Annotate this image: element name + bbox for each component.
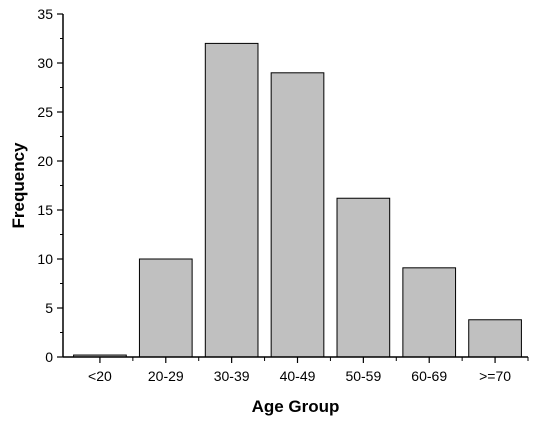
x-tick-label: >=70 [479, 368, 511, 384]
x-tick-label: 60-69 [411, 368, 447, 384]
x-axis-title: Age Group [252, 397, 340, 416]
y-tick-label: 25 [37, 104, 53, 120]
y-tick-label: 30 [37, 55, 53, 71]
bars-layer [73, 42, 522, 358]
y-tick-label: 35 [37, 6, 53, 22]
x-tick-label: 50-59 [345, 368, 381, 384]
bar-6 [468, 319, 522, 358]
bar-3 [270, 72, 325, 358]
y-tick-label: 10 [37, 251, 53, 267]
x-tick-label: <20 [88, 368, 112, 384]
y-axis-title: Frequency [9, 142, 28, 229]
x-tick-label: 40-49 [280, 368, 316, 384]
bar-1 [138, 258, 193, 358]
x-tick-label: 20-29 [148, 368, 184, 384]
x-axis-ticks: <20 20-29 30-39 40-49 50-59 60-69 >=70 [88, 357, 529, 384]
y-tick-label: 20 [37, 153, 53, 169]
bar-2 [204, 42, 259, 358]
x-tick-label: 30-39 [214, 368, 250, 384]
y-tick-label: 5 [45, 300, 53, 316]
y-tick-label: 0 [45, 349, 53, 365]
y-tick-label: 15 [37, 202, 53, 218]
bar-5 [402, 267, 457, 358]
bar-4 [336, 197, 391, 358]
y-axis-ticks: 0 5 10 15 20 25 30 35 [37, 6, 63, 365]
